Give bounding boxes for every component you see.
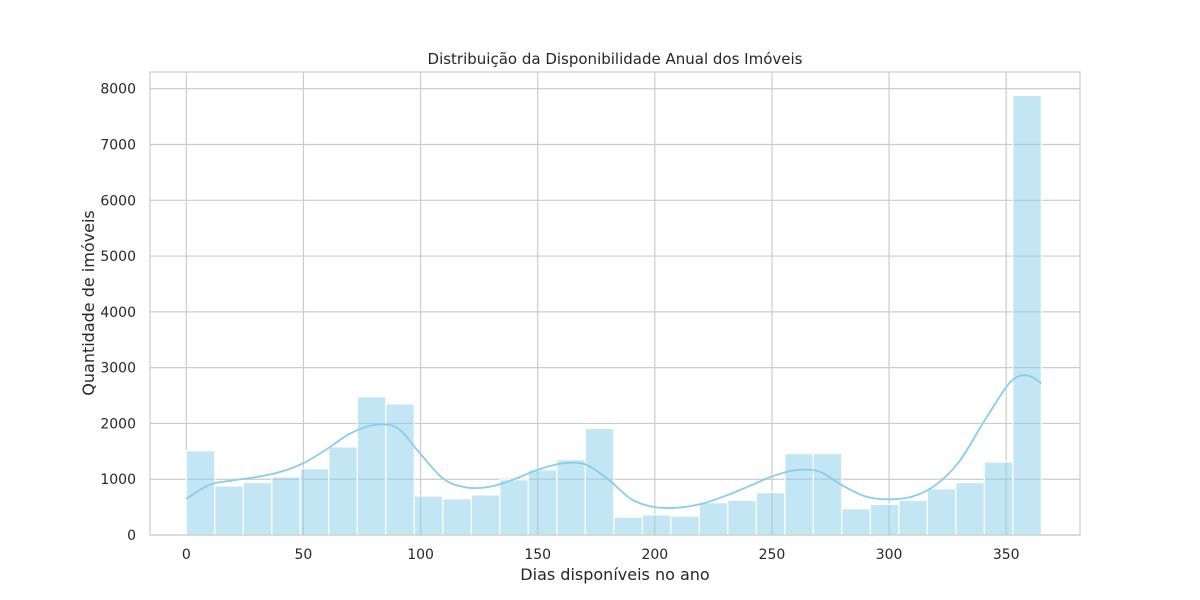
histogram-bar (613, 516, 643, 536)
bars (185, 94, 1042, 536)
histogram-bar (385, 403, 415, 536)
histogram-bar (641, 514, 672, 536)
histogram-bar (670, 515, 700, 536)
chart-title: Distribuição da Disponibilidade Anual do… (428, 50, 803, 68)
x-tick-label: 150 (524, 547, 551, 563)
tick-labels: 0 50 100 150 200 250 300 350 0 1000 2000 3000 4000 50… (100, 82, 1019, 563)
histogram-bar (955, 481, 985, 536)
x-tick-label: 300 (876, 547, 903, 563)
y-tick-label: 7000 (100, 138, 136, 154)
histogram-bar (413, 495, 444, 536)
y-tick-label: 4000 (100, 305, 136, 321)
y-tick-label: 0 (127, 528, 136, 544)
x-tick-label: 50 (295, 547, 313, 563)
y-tick-label: 2000 (100, 416, 136, 432)
histogram-bar (869, 503, 900, 536)
y-axis-title: Quantidade de imóveis (79, 210, 98, 395)
x-tick-label: 0 (182, 547, 191, 563)
y-tick-label: 3000 (100, 361, 136, 377)
histogram-bar (556, 459, 586, 536)
histogram-bar (499, 479, 529, 536)
y-tick-label: 1000 (100, 472, 136, 488)
histogram-bar (841, 508, 871, 536)
histogram-bar (271, 476, 301, 536)
x-tick-label: 100 (407, 547, 434, 563)
histogram-bar (784, 452, 814, 536)
y-tick-label: 8000 (100, 82, 136, 98)
y-tick-label: 5000 (100, 249, 136, 265)
y-tick-label: 6000 (100, 193, 136, 209)
histogram-bar (328, 446, 358, 536)
histogram-bar (1012, 94, 1042, 536)
histogram-bar (356, 396, 387, 536)
histogram-bar (527, 469, 558, 536)
histogram-bar (898, 499, 928, 536)
histogram-bar (698, 502, 729, 536)
x-axis-title: Dias disponíveis no ano (520, 565, 709, 584)
histogram-bar (983, 461, 1014, 536)
histogram-bar (442, 498, 472, 536)
histogram-bar (214, 485, 244, 536)
histogram-bar (727, 499, 757, 536)
histogram-bar (926, 488, 957, 536)
histogram-bar (299, 468, 330, 536)
x-tick-label: 350 (993, 547, 1020, 563)
histogram-bar (185, 450, 216, 536)
histogram-bar (755, 492, 786, 536)
histogram-bar (242, 481, 273, 536)
histogram-bar (584, 427, 615, 536)
histogram-bar (812, 452, 843, 536)
kde-curve (185, 374, 1042, 510)
x-tick-label: 250 (759, 547, 786, 563)
x-tick-label: 200 (641, 547, 668, 563)
plot-frame (149, 71, 1081, 536)
histogram-bar (470, 494, 501, 536)
